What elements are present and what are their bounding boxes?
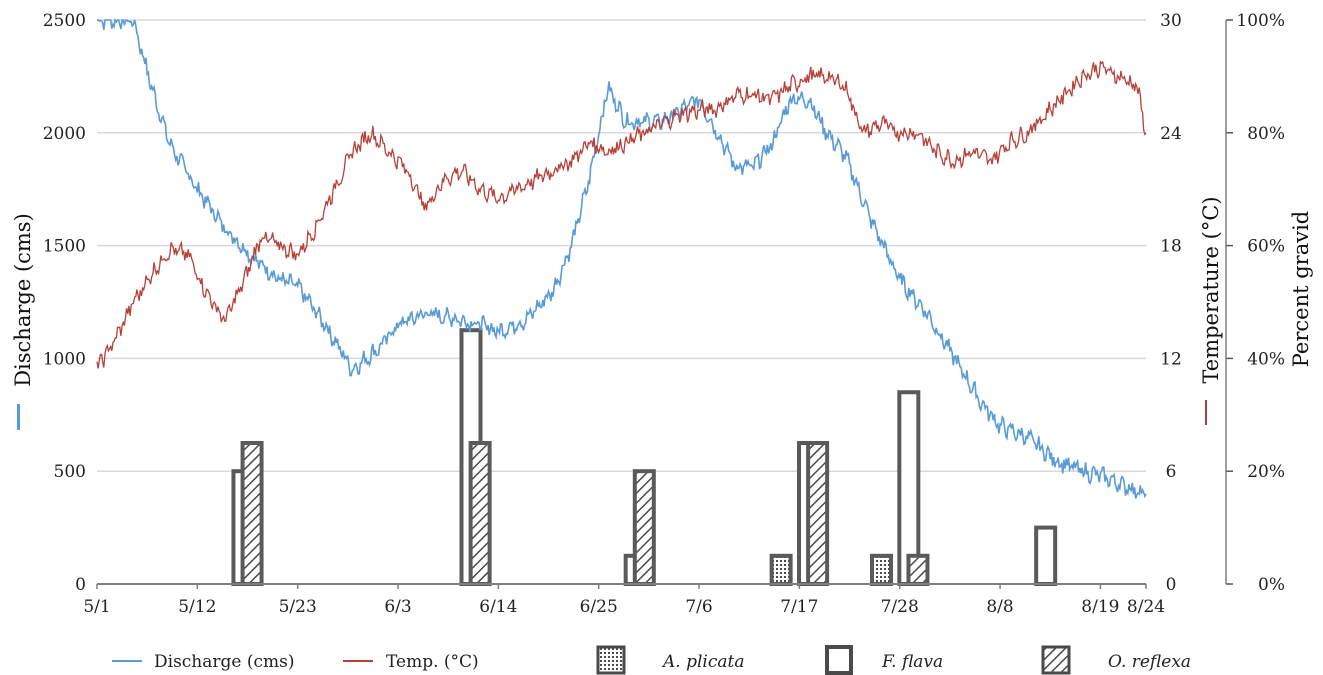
y-right-temperature-tick-label: 24 xyxy=(1160,124,1182,144)
legend-a-plicata-swatch xyxy=(596,645,626,675)
x-tick-label: 6/3 xyxy=(384,597,411,617)
legend-discharge-label: Discharge (cms) xyxy=(154,652,295,672)
bar-f-flava xyxy=(1034,525,1058,586)
bar-a-plicata xyxy=(769,553,793,586)
bar-o-reflexa xyxy=(906,553,930,586)
y-right-percent-tick-label: 20% xyxy=(1247,462,1285,482)
x-tick-label: 6/25 xyxy=(580,597,618,617)
legend-temperature-label: Temp. (°C) xyxy=(386,652,479,672)
y-axis-right1-title: Temperature (°C) xyxy=(1199,196,1223,383)
x-tick-label: 5/12 xyxy=(178,597,216,617)
x-tick-label: 5/23 xyxy=(279,597,317,617)
x-tick-label: 8/24 xyxy=(1127,597,1165,617)
discharge-axis-marker xyxy=(17,404,20,430)
y-right-percent-tick-label: 40% xyxy=(1247,349,1285,369)
x-tick-label: 7/28 xyxy=(881,597,919,617)
legend-a-plicata-label: A. plicata xyxy=(661,652,744,672)
legend-o-reflexa-swatch xyxy=(1041,645,1071,675)
y-left-tick-label: 500 xyxy=(54,462,86,482)
legend-o-reflexa-label: O. reflexa xyxy=(1108,652,1191,672)
bar-o-reflexa xyxy=(806,441,830,586)
y-axis-left-title: Discharge (cms) xyxy=(11,213,35,387)
y-right-percent-tick-label: 0% xyxy=(1258,575,1285,595)
axes xyxy=(96,19,1233,589)
discharge-line xyxy=(96,17,1147,499)
legend-f-flava-swatch xyxy=(825,645,853,675)
temperature-line xyxy=(96,60,1147,369)
y-left-tick-label: 2500 xyxy=(43,11,86,31)
tick-labels: 0 500 1000 1500 2000 2500 0 6 12 18 24 30 0% 20% 40% 60… xyxy=(43,11,1285,617)
y-left-tick-label: 1500 xyxy=(43,237,86,257)
y-right-temperature-tick-label: 0 xyxy=(1166,575,1177,595)
x-tick-label: 8/8 xyxy=(986,597,1013,617)
x-tick-label: 6/14 xyxy=(479,597,517,617)
y-left-tick-label: 0 xyxy=(75,575,86,595)
x-tick-label: 8/19 xyxy=(1081,597,1119,617)
bar-a-plicata xyxy=(869,553,893,586)
y-left-tick-label: 2000 xyxy=(43,124,86,144)
y-right-percent-tick-label: 80% xyxy=(1247,124,1285,144)
line-series xyxy=(96,17,1147,499)
y-right-percent-tick-label: 60% xyxy=(1247,237,1285,257)
y-right-temperature-tick-label: 18 xyxy=(1160,237,1182,257)
x-tick-label: 7/17 xyxy=(780,597,818,617)
y-right-temperature-tick-label: 30 xyxy=(1160,11,1182,31)
bar-o-reflexa xyxy=(632,469,656,587)
legend: Discharge (cms) Temp. (°C) A. plicata F.… xyxy=(112,645,1191,675)
y-left-tick-label: 1000 xyxy=(43,349,86,369)
gridlines xyxy=(97,19,1146,472)
x-tick-label: 7/6 xyxy=(685,597,712,617)
y-right-temperature-tick-label: 6 xyxy=(1166,462,1177,482)
bar-o-reflexa xyxy=(468,441,492,586)
x-tick-label: 5/1 xyxy=(83,597,110,617)
y-right-percent-tick-label: 100% xyxy=(1236,11,1285,31)
legend-f-flava-label: F. flava xyxy=(881,652,943,672)
y-axis-right2-title: Percent gravid xyxy=(1289,211,1313,368)
bar-o-reflexa xyxy=(240,441,264,586)
y-right-temperature-tick-label: 12 xyxy=(1160,349,1182,369)
